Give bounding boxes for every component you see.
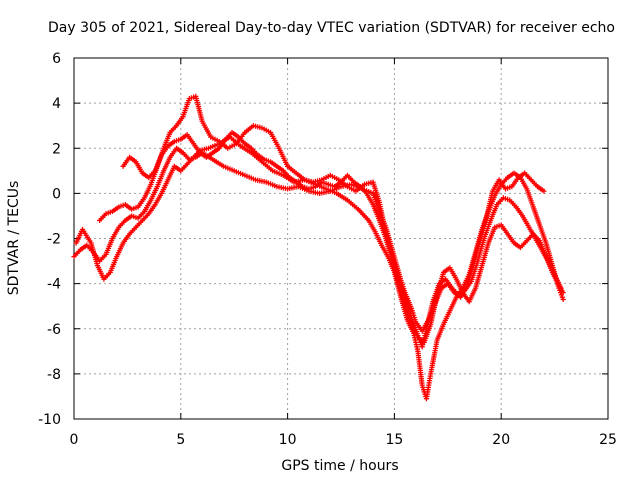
y-tick-label: 2 [52, 141, 61, 157]
y-tick-label: 4 [52, 96, 61, 112]
y-axis-label: SDTVAR / TECUs [6, 181, 22, 296]
data-point [560, 290, 566, 296]
y-tick-label: 6 [52, 51, 61, 67]
data-point [541, 188, 547, 194]
grid-layer [74, 58, 608, 419]
x-tick-label: 25 [599, 432, 617, 448]
x-tick-label: 5 [176, 432, 185, 448]
series-layer [71, 93, 566, 402]
data-point [560, 296, 566, 303]
y-tick-label: -10 [38, 412, 61, 428]
y-tick-label: -4 [47, 277, 61, 293]
x-tick-label: 10 [279, 432, 297, 448]
tick-layer: 0 5 10 15 20 25 -10 -8 -6 -4 -2 0 2 4 6 [38, 51, 617, 448]
x-tick-label: 0 [70, 432, 79, 448]
x-axis-label: GPS time / hours [281, 458, 398, 474]
y-tick-label: -8 [47, 367, 61, 383]
series-line [99, 95, 545, 332]
y-tick-label: 0 [52, 186, 61, 202]
chart-title: Day 305 of 2021, Sidereal Day-to-day VTE… [48, 20, 615, 36]
y-tick-label: -2 [47, 232, 61, 248]
x-tick-label: 15 [385, 432, 403, 448]
y-tick-label: -6 [47, 322, 61, 338]
series-track-4 [97, 93, 547, 334]
x-tick-label: 20 [492, 432, 510, 448]
